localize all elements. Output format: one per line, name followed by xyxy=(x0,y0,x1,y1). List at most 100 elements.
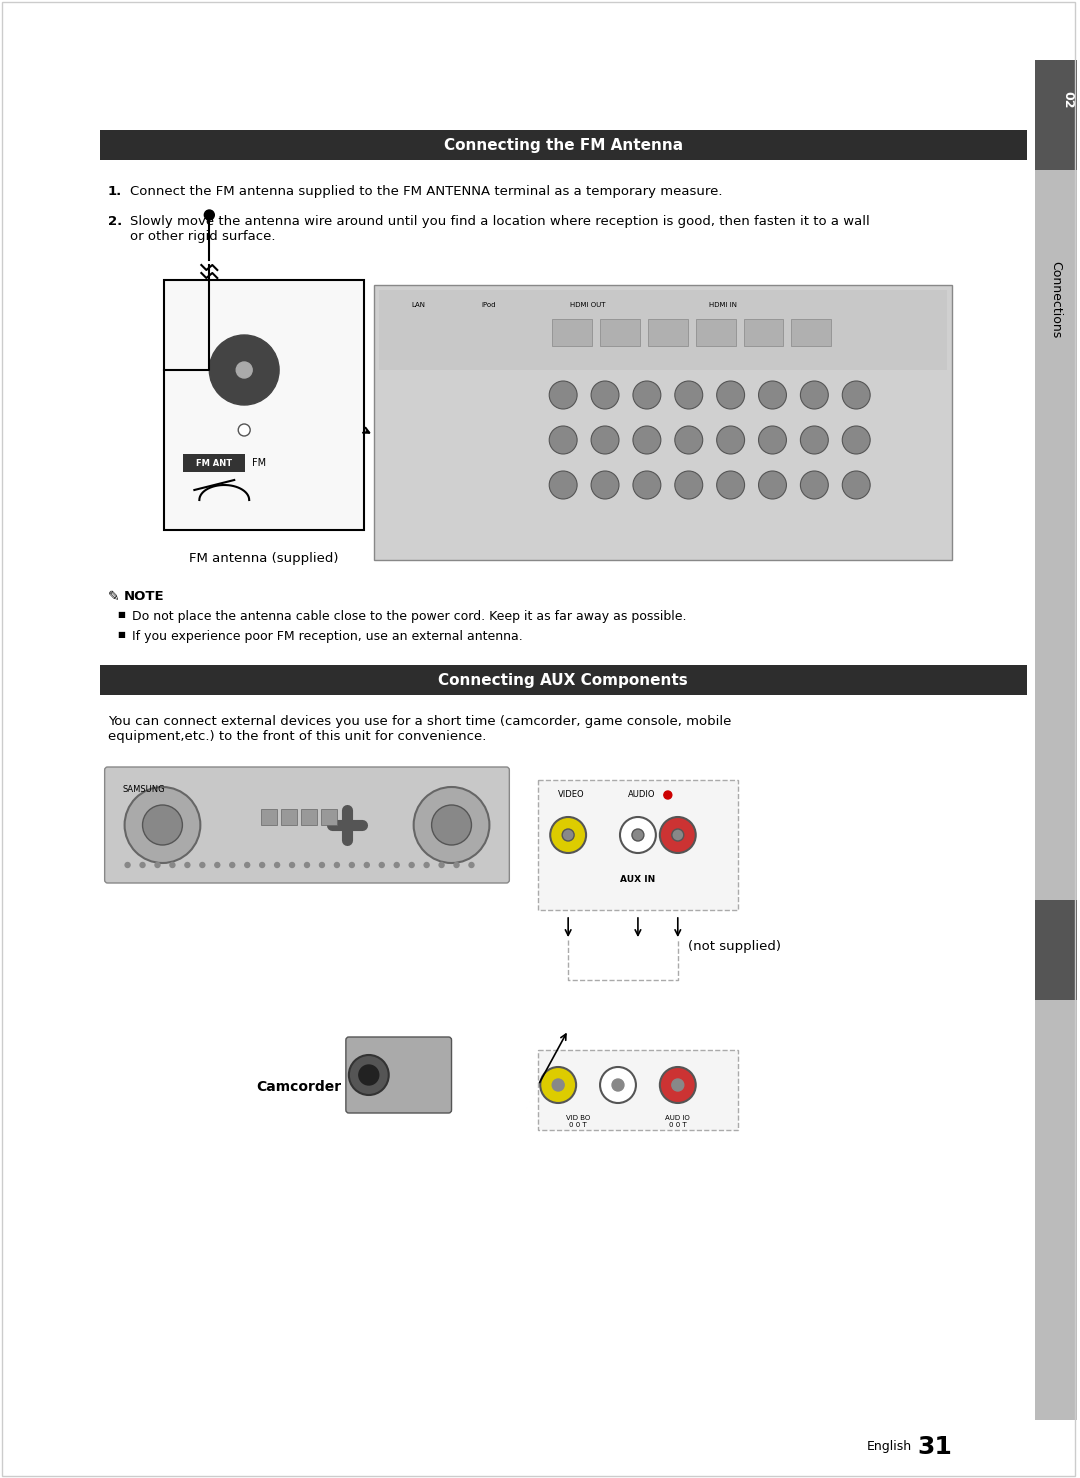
Circle shape xyxy=(758,471,786,500)
Circle shape xyxy=(140,863,145,868)
Circle shape xyxy=(454,863,459,868)
Circle shape xyxy=(245,863,249,868)
Text: Connecting AUX Components: Connecting AUX Components xyxy=(438,672,688,687)
Circle shape xyxy=(424,863,429,868)
Text: FM antenna (supplied): FM antenna (supplied) xyxy=(189,551,339,565)
Circle shape xyxy=(432,806,472,845)
Text: Slowly move the antenna wire around until you find a location where reception is: Slowly move the antenna wire around unti… xyxy=(130,214,869,242)
Circle shape xyxy=(156,863,160,868)
Text: AUDIO: AUDIO xyxy=(627,791,656,800)
Circle shape xyxy=(591,426,619,454)
Circle shape xyxy=(335,863,339,868)
Text: 02: 02 xyxy=(1061,92,1074,109)
Circle shape xyxy=(633,471,661,500)
Text: ■: ■ xyxy=(118,630,125,638)
Text: You can connect external devices you use for a short time (camcorder, game conso: You can connect external devices you use… xyxy=(108,715,731,743)
FancyBboxPatch shape xyxy=(1035,61,1077,170)
FancyBboxPatch shape xyxy=(99,665,1027,695)
Circle shape xyxy=(800,471,828,500)
Circle shape xyxy=(717,381,744,409)
Circle shape xyxy=(550,471,577,500)
Text: (not supplied): (not supplied) xyxy=(688,940,781,953)
Circle shape xyxy=(215,863,220,868)
Circle shape xyxy=(469,863,474,868)
FancyBboxPatch shape xyxy=(1035,61,1077,1420)
Circle shape xyxy=(591,471,619,500)
Circle shape xyxy=(274,863,280,868)
Text: NOTE: NOTE xyxy=(123,590,164,603)
Circle shape xyxy=(540,1067,576,1103)
Circle shape xyxy=(359,1066,379,1085)
Text: 2.: 2. xyxy=(108,214,122,228)
Text: ■: ■ xyxy=(118,610,125,619)
Text: SAMSUNG: SAMSUNG xyxy=(123,785,165,794)
FancyBboxPatch shape xyxy=(99,130,1027,160)
Circle shape xyxy=(758,381,786,409)
FancyBboxPatch shape xyxy=(346,1038,451,1113)
Circle shape xyxy=(620,817,656,853)
Circle shape xyxy=(842,426,870,454)
Circle shape xyxy=(591,381,619,409)
Circle shape xyxy=(239,424,251,436)
FancyBboxPatch shape xyxy=(696,319,735,346)
Text: English: English xyxy=(867,1440,913,1453)
Circle shape xyxy=(409,863,414,868)
Text: AUX IN: AUX IN xyxy=(620,875,656,884)
Circle shape xyxy=(717,471,744,500)
Circle shape xyxy=(717,426,744,454)
FancyBboxPatch shape xyxy=(538,1049,738,1131)
FancyBboxPatch shape xyxy=(648,319,688,346)
Circle shape xyxy=(675,381,703,409)
Circle shape xyxy=(660,817,696,853)
Text: VIDEO: VIDEO xyxy=(558,791,584,800)
Circle shape xyxy=(660,1067,696,1103)
FancyBboxPatch shape xyxy=(379,290,947,370)
Text: If you experience poor FM reception, use an external antenna.: If you experience poor FM reception, use… xyxy=(132,630,523,643)
Circle shape xyxy=(170,863,175,868)
Circle shape xyxy=(550,426,577,454)
Circle shape xyxy=(125,863,130,868)
Circle shape xyxy=(632,829,644,841)
Circle shape xyxy=(349,1055,389,1095)
FancyBboxPatch shape xyxy=(1035,900,1077,1001)
FancyBboxPatch shape xyxy=(374,285,951,560)
Text: Connecting the FM Antenna: Connecting the FM Antenna xyxy=(444,137,683,152)
Circle shape xyxy=(612,1079,624,1091)
Circle shape xyxy=(552,1079,564,1091)
FancyBboxPatch shape xyxy=(261,808,278,825)
Circle shape xyxy=(143,806,183,845)
Circle shape xyxy=(320,863,324,868)
Text: VID BO
0 0 T: VID BO 0 0 T xyxy=(566,1114,591,1128)
Circle shape xyxy=(364,863,369,868)
Text: 31: 31 xyxy=(917,1435,951,1459)
FancyBboxPatch shape xyxy=(105,767,510,882)
Circle shape xyxy=(204,210,214,220)
Circle shape xyxy=(550,817,586,853)
Text: Camcorder: Camcorder xyxy=(256,1080,341,1094)
Circle shape xyxy=(185,863,190,868)
Circle shape xyxy=(563,829,575,841)
Text: LAN: LAN xyxy=(411,302,426,307)
Circle shape xyxy=(289,863,295,868)
Circle shape xyxy=(259,863,265,868)
FancyBboxPatch shape xyxy=(538,780,738,910)
Circle shape xyxy=(550,381,577,409)
Circle shape xyxy=(758,426,786,454)
Circle shape xyxy=(237,362,253,378)
Text: Connect the FM antenna supplied to the FM ANTENNA terminal as a temporary measur: Connect the FM antenna supplied to the F… xyxy=(130,185,723,198)
FancyBboxPatch shape xyxy=(744,319,783,346)
Text: iPod: iPod xyxy=(482,302,496,307)
FancyBboxPatch shape xyxy=(281,808,297,825)
FancyBboxPatch shape xyxy=(600,319,640,346)
Text: HDMI IN: HDMI IN xyxy=(708,302,737,307)
Circle shape xyxy=(800,381,828,409)
Circle shape xyxy=(675,426,703,454)
Circle shape xyxy=(379,863,384,868)
Text: FM: FM xyxy=(252,458,266,469)
Text: FM ANT: FM ANT xyxy=(197,458,232,467)
Text: AUD IO
0 0 T: AUD IO 0 0 T xyxy=(665,1114,690,1128)
Circle shape xyxy=(394,863,400,868)
Circle shape xyxy=(664,791,672,800)
Text: ✎: ✎ xyxy=(108,590,119,605)
Text: Do not place the antenna cable close to the power cord. Keep it as far away as p: Do not place the antenna cable close to … xyxy=(132,610,686,624)
